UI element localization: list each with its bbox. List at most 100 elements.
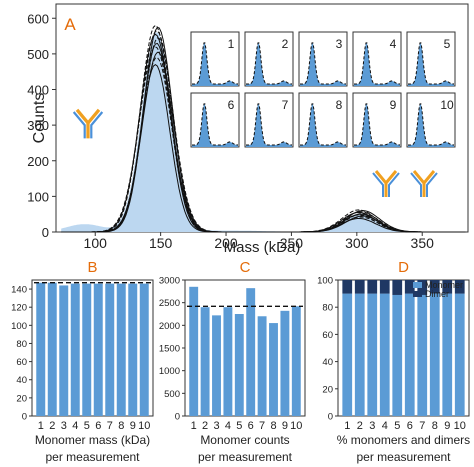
inset-frame — [244, 31, 294, 87]
y-tick-label: 1500 — [159, 344, 180, 355]
inset-histogram — [192, 103, 238, 147]
y-tick-label: 100 — [27, 189, 49, 204]
y-tick-label: 0 — [328, 412, 333, 423]
inset-fit-curve — [300, 103, 347, 146]
dimer-bar-2 — [354, 280, 365, 294]
bar-10 — [139, 283, 149, 416]
inset-label: 8 — [336, 98, 343, 112]
antibody-monomer-icon — [72, 108, 104, 139]
antibody-dimer-icon — [372, 170, 400, 197]
bar-8 — [269, 323, 278, 416]
monomer-bar-4 — [379, 293, 390, 416]
x-tick-label: 10 — [138, 420, 150, 432]
antibody-light-chain — [410, 172, 422, 197]
inset-fit-curve — [354, 42, 401, 85]
dimer-bar-5 — [392, 280, 403, 295]
y-tick-label: 80 — [322, 303, 333, 314]
inset-frame — [190, 92, 240, 148]
y-tick-label: 80 — [16, 339, 27, 350]
x-tick-label: 9 — [444, 420, 450, 432]
inset-histogram — [408, 42, 454, 86]
x-tick-label: 3 — [61, 420, 67, 432]
bar-7 — [257, 316, 267, 416]
y-tick-label: 0 — [42, 225, 49, 240]
x-tick-label: 3 — [213, 420, 219, 432]
inset-frame — [298, 31, 348, 87]
legend-swatch-monomer — [413, 282, 422, 288]
x-tick-label: 100 — [84, 235, 108, 251]
legend-label-dimer: Dimer — [425, 289, 449, 299]
bar-2 — [200, 307, 210, 416]
bar-6 — [246, 288, 256, 416]
y-tick-label: 40 — [16, 375, 27, 386]
inset-label: 4 — [390, 37, 397, 51]
monomer-bar-2 — [354, 293, 365, 416]
x-tick-label: 2 — [202, 420, 208, 432]
monomer-bar-3 — [367, 293, 378, 416]
dimer-bar-4 — [379, 280, 390, 294]
y-tick-label: 500 — [27, 47, 49, 62]
inset-fit-curve — [192, 42, 239, 85]
x-tick-label: 4 — [72, 420, 78, 432]
bar-3 — [59, 285, 69, 416]
bar-7 — [105, 283, 115, 416]
monomer-bar-1 — [342, 293, 353, 416]
y-tick-label: 2500 — [159, 298, 180, 309]
x-tick-label: 3 — [369, 420, 375, 432]
x-tick-label: 10 — [290, 420, 302, 432]
x-tick-label: 4 — [225, 420, 231, 432]
inset-frame — [298, 92, 348, 148]
y-tick-label: 1000 — [159, 366, 180, 377]
y-tick-label: 140 — [11, 285, 27, 296]
x-tick-label: 8 — [432, 420, 438, 432]
y-axis-label: Counts — [31, 93, 48, 144]
x-tick-label: 2 — [357, 420, 363, 432]
inset-frame — [352, 31, 402, 87]
y-tick-label: 120 — [11, 303, 27, 314]
antibody-heavy-chain — [422, 170, 436, 184]
fit-curve-9 — [61, 26, 466, 233]
x-tick-label: 250 — [280, 235, 304, 251]
x-tick-label: 2 — [49, 420, 55, 432]
bar-6 — [93, 283, 103, 416]
dimer-bar-3 — [367, 280, 378, 294]
y-tick-label: 60 — [16, 357, 27, 368]
inset-frame — [352, 92, 402, 148]
panel-letter-d: D — [398, 259, 409, 276]
dimer-bar-9 — [442, 280, 453, 294]
x-axis-label-line-1: Monomer counts — [200, 433, 289, 447]
y-tick-label: 40 — [322, 357, 333, 368]
inset-histogram — [192, 42, 238, 86]
bar-5 — [82, 283, 92, 416]
x-tick-label: 5 — [84, 420, 90, 432]
inset-fit-curve — [192, 103, 239, 146]
inset-fit-curve — [246, 103, 293, 146]
x-axis-label-line-2: per measurement — [198, 450, 293, 464]
x-tick-label: 5 — [236, 420, 242, 432]
x-tick-label: 6 — [407, 420, 413, 432]
monomer-bar-9 — [442, 293, 453, 416]
dimer-bar-7 — [417, 280, 428, 295]
y-tick-label: 2000 — [159, 321, 180, 332]
bar-9 — [280, 310, 290, 416]
x-tick-label: 8 — [118, 420, 124, 432]
x-axis-label-line-2: per measurement — [356, 450, 451, 464]
x-tick-label: 8 — [270, 420, 276, 432]
inset-histogram — [354, 103, 400, 147]
x-tick-label: 6 — [95, 420, 101, 432]
monomer-bar-6 — [404, 293, 415, 416]
bar-5 — [234, 314, 244, 416]
monomer-bar-10 — [454, 293, 465, 416]
panel-letter-c: C — [240, 259, 251, 276]
y-tick-label: 600 — [27, 11, 49, 26]
x-tick-label: 4 — [382, 420, 388, 432]
x-tick-label: 1 — [191, 420, 197, 432]
inset-label: 6 — [228, 98, 235, 112]
inset-fit-curve — [354, 103, 401, 146]
inset-label: 1 — [228, 37, 235, 51]
inset-fit-curve — [246, 42, 293, 85]
antibody-light-chain — [426, 172, 438, 197]
inset-frame — [190, 31, 240, 87]
x-tick-label: 300 — [345, 235, 369, 251]
